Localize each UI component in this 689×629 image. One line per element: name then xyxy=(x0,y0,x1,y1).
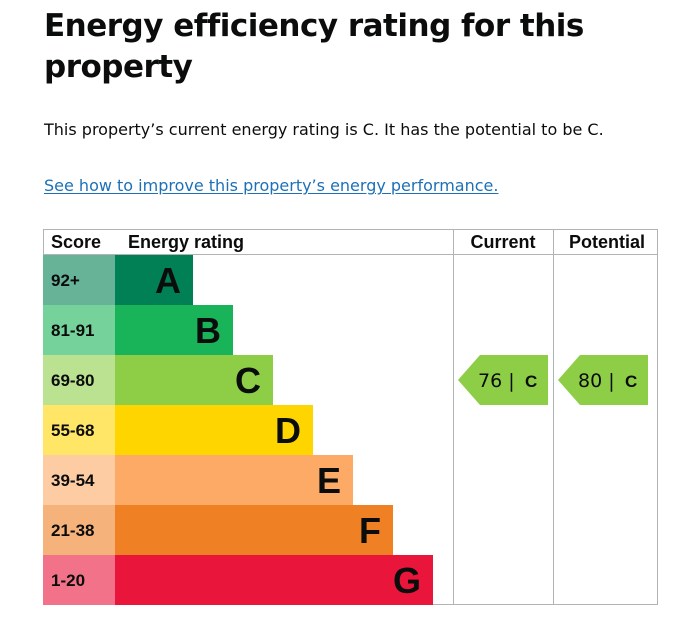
band-bar xyxy=(115,455,353,505)
arrow-shape xyxy=(558,355,648,405)
band-bar xyxy=(115,555,433,605)
header-current: Current xyxy=(470,232,535,252)
band-score-label: 39-54 xyxy=(51,471,95,490)
band-score-label: 81-91 xyxy=(51,321,94,340)
header-potential: Potential xyxy=(569,232,645,252)
band-score-cell xyxy=(43,305,115,355)
rating-arrows: 76 | C 80 | C xyxy=(458,355,648,405)
band-score-cell xyxy=(43,455,115,505)
page-title: Energy efficiency rating for this proper… xyxy=(44,8,584,85)
band-bar xyxy=(115,305,233,355)
rating-bands: 92+ A 81-91 B 69-80 C 55-68 D 39-54 E 21-38 F 1-20 G xyxy=(43,255,433,605)
arrow-letter: C xyxy=(625,372,637,391)
energy-rating-chart: Score Energy rating Current Potential 92… xyxy=(43,229,659,606)
header-energy-rating: Energy rating xyxy=(128,232,244,252)
rating-summary: This property’s current energy rating is… xyxy=(44,120,604,139)
rating-band-a: 92+ A xyxy=(43,255,193,305)
band-letter: F xyxy=(359,510,381,551)
rating-band-c: 69-80 C xyxy=(43,355,273,405)
arrow-score: 76 | xyxy=(478,370,515,392)
band-letter: B xyxy=(195,310,221,351)
band-letter: A xyxy=(155,260,181,301)
rating-band-b: 81-91 B xyxy=(43,305,233,355)
band-score-cell xyxy=(43,255,115,305)
arrow-shape xyxy=(458,355,548,405)
band-score-label: 55-68 xyxy=(51,421,94,440)
band-bar xyxy=(115,405,313,455)
band-letter: G xyxy=(393,560,421,601)
potential-rating-arrow: 80 | C xyxy=(558,355,648,405)
band-bar xyxy=(115,255,193,305)
band-score-label: 69-80 xyxy=(51,371,94,390)
band-score-label: 1-20 xyxy=(51,571,85,590)
band-letter: E xyxy=(317,460,341,501)
band-bar xyxy=(115,505,393,555)
band-score-cell xyxy=(43,405,115,455)
band-score-cell xyxy=(43,355,115,405)
band-score-label: 92+ xyxy=(51,271,80,290)
rating-band-e: 39-54 E xyxy=(43,455,353,505)
rating-band-g: 1-20 G xyxy=(43,555,433,605)
current-rating-arrow: 76 | C xyxy=(458,355,548,405)
band-bar xyxy=(115,355,273,405)
band-score-cell xyxy=(43,555,115,605)
arrow-letter: C xyxy=(525,372,537,391)
header-score: Score xyxy=(51,232,101,252)
band-score-label: 21-38 xyxy=(51,521,94,540)
rating-band-f: 21-38 F xyxy=(43,505,393,555)
arrow-score: 80 | xyxy=(578,370,615,392)
band-score-cell xyxy=(43,505,115,555)
band-letter: C xyxy=(235,360,261,401)
rating-band-d: 55-68 D xyxy=(43,405,313,455)
improve-performance-link[interactable]: See how to improve this property’s energ… xyxy=(44,176,499,195)
band-letter: D xyxy=(275,410,301,451)
